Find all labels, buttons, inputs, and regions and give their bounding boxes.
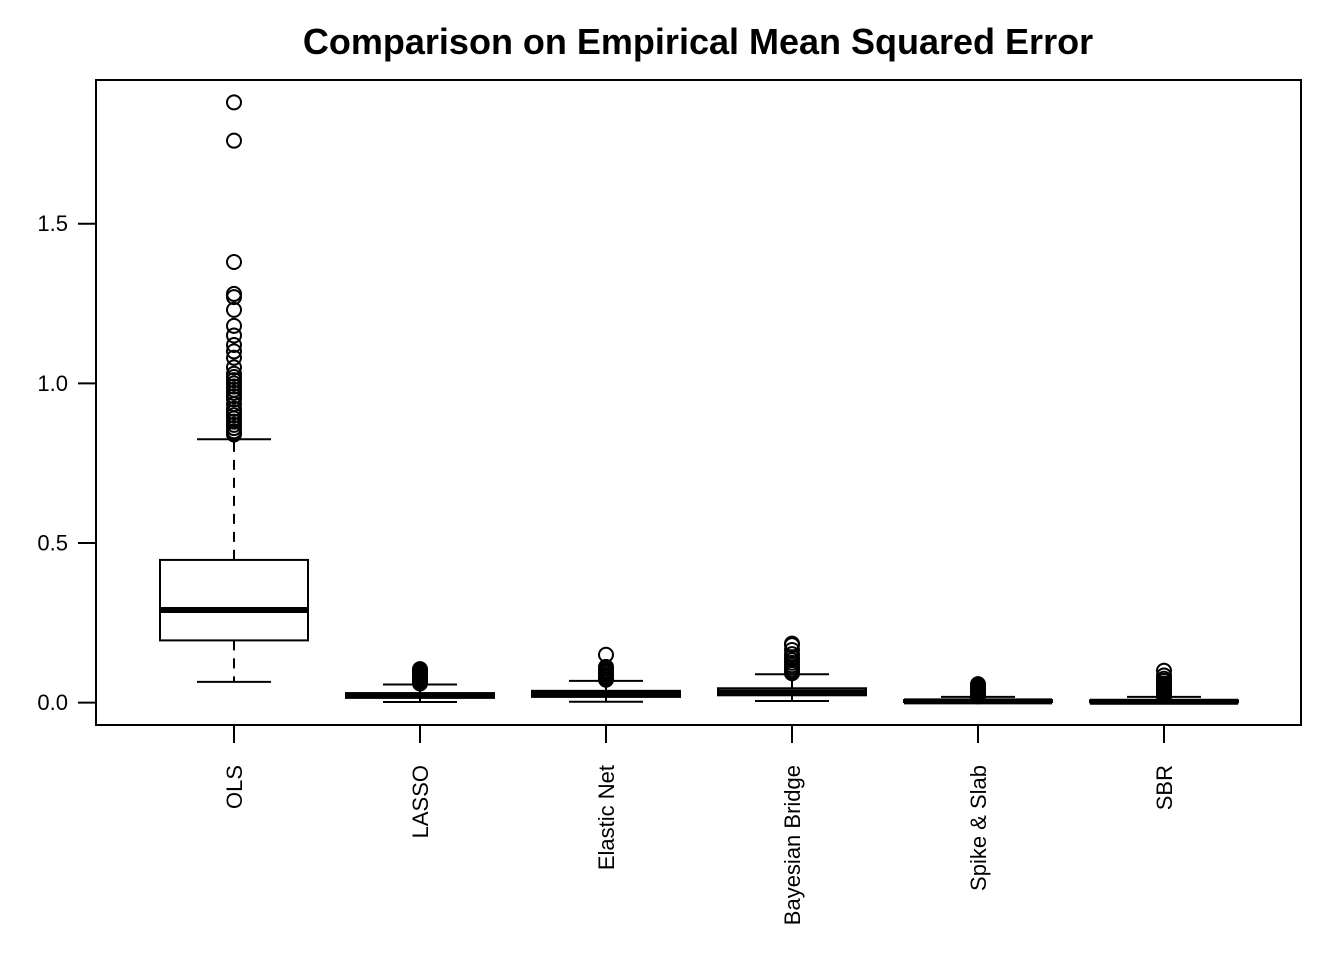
outlier-point — [1156, 662, 1172, 679]
outlier-point — [970, 676, 986, 693]
y-tick-label: 0.0 — [37, 690, 68, 715]
outlier-point — [226, 343, 242, 360]
outlier-point — [226, 337, 242, 354]
x-tick-label: Bayesian Bridge — [780, 765, 805, 925]
outlier-point — [598, 646, 614, 663]
outlier-point — [226, 317, 242, 334]
box-spike-slab — [903, 676, 1053, 705]
y-tick-label: 1.0 — [37, 371, 68, 396]
y-tick-label: 1.5 — [37, 211, 68, 236]
outlier-point — [226, 400, 242, 417]
outlier-point — [1156, 667, 1172, 684]
y-axis: 0.0 0.5 1.0 1.5 — [37, 211, 97, 715]
outlier-point — [226, 132, 242, 149]
outlier-point — [226, 359, 242, 376]
box-elastic-net — [531, 646, 681, 703]
x-tick-label: LASSO — [408, 765, 433, 838]
x-tick-label: Spike & Slab — [966, 765, 991, 891]
outlier-point — [226, 349, 242, 366]
x-tick-label: Elastic Net — [594, 765, 619, 870]
x-tick-label: OLS — [222, 765, 247, 809]
outlier-point — [226, 94, 242, 111]
outlier-point — [226, 254, 242, 271]
outlier-point — [226, 327, 242, 344]
outlier-point — [784, 635, 800, 652]
box-lasso — [345, 661, 495, 704]
x-tick-label: SBR — [1152, 765, 1177, 810]
y-tick-label: 0.5 — [37, 530, 68, 555]
chart-title: Comparison on Empirical Mean Squared Err… — [303, 21, 1093, 62]
box-iqr — [159, 558, 309, 642]
box-bayesian-bridge — [717, 635, 867, 703]
outlier-point — [598, 658, 614, 675]
outlier-point — [226, 301, 242, 318]
outlier-point — [784, 641, 800, 658]
outlier-point — [226, 365, 242, 382]
outlier-point — [412, 661, 428, 678]
box-ols — [159, 94, 309, 683]
box-sbr — [1089, 662, 1239, 705]
outlier-point — [784, 646, 800, 663]
box-series — [159, 94, 1239, 705]
x-axis: OLS LASSO Elastic Net Bayesian Bridge Spike … — [222, 724, 1177, 925]
outlier-point — [226, 285, 242, 302]
